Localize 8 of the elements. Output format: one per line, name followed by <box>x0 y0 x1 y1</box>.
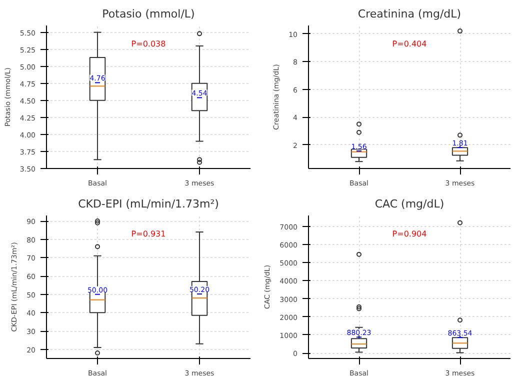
annotation: P=0.038 <box>131 40 166 49</box>
chart-title: Creatinina (mg/dL) <box>358 8 462 20</box>
annotation: P=0.404 <box>392 40 427 49</box>
chart-title: CKD-EPI (mL/min/1.73m²) <box>78 198 219 210</box>
chart-title: Potasio (mmol/L) <box>102 8 195 20</box>
chart-title: CAC (mg/dL) <box>374 198 444 210</box>
annotation: P=0.904 <box>392 230 427 239</box>
annotation: P=0.931 <box>131 230 166 239</box>
